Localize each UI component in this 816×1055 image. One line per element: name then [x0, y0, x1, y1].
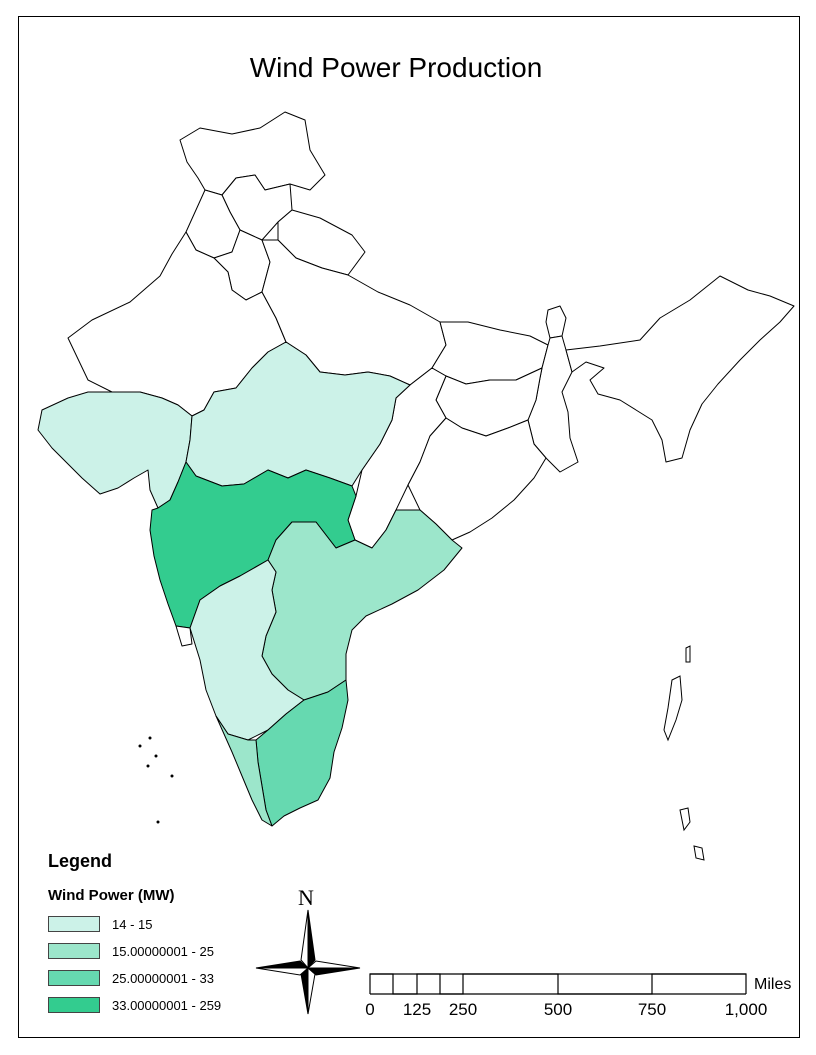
- scale-tick-0: 0: [365, 1000, 375, 1019]
- legend-swatch-2: [48, 943, 100, 959]
- region-northeast: [565, 275, 795, 463]
- map-title: Wind Power Production: [249, 52, 543, 83]
- legend-field-label: Wind Power (MW): [48, 887, 175, 904]
- region-odisha: [407, 417, 547, 541]
- north-label: N: [298, 885, 314, 910]
- scale-tick-750: 750: [637, 1000, 667, 1019]
- region-goa: [175, 625, 193, 647]
- region-tamil-nadu: [255, 679, 349, 827]
- legend-label-4: 33.00000001 - 259: [112, 998, 222, 1013]
- region-gujarat: [37, 391, 193, 509]
- region-sikkim: [545, 305, 567, 339]
- scale-tick-500: 500: [543, 1000, 573, 1019]
- legend-swatch-4: [48, 997, 100, 1013]
- region-jammu-kashmir: [179, 111, 326, 196]
- legend-label-3: 25.00000001 - 33: [112, 971, 214, 986]
- legend-title: Legend: [48, 851, 113, 871]
- scale-tick-125: 125: [402, 1000, 432, 1019]
- lakshadweep-islands: [138, 736, 174, 824]
- andaman-islands: [663, 645, 705, 861]
- scale-bar: [369, 973, 747, 995]
- legend-label-2: 15.00000001 - 25: [112, 944, 214, 959]
- compass-rose-icon: [255, 909, 361, 1015]
- scale-tick-250: 250: [448, 1000, 478, 1019]
- scale-unit-label: Miles: [754, 976, 792, 993]
- scale-tick-1000: 1,000: [724, 1000, 768, 1019]
- legend-swatch-1: [48, 916, 100, 932]
- legend-swatch-3: [48, 970, 100, 986]
- map-frame: [18, 16, 800, 1038]
- legend-label-1: 14 - 15: [112, 917, 153, 932]
- region-kerala: [215, 715, 273, 827]
- region-karnataka: [189, 559, 305, 741]
